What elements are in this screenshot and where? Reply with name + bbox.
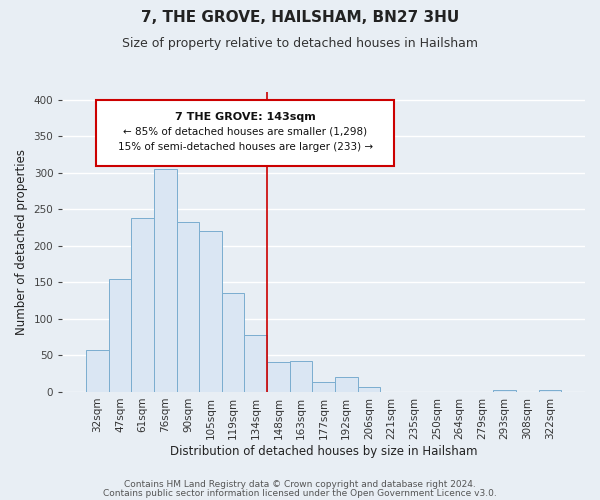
Bar (131, 218, 154, 392)
Bar (86, 350, 109, 392)
Bar (335, 378, 358, 392)
Text: 15% of semi-detached houses are larger (233) →: 15% of semi-detached houses are larger (… (118, 142, 373, 152)
Text: 7, THE GROVE, HAILSHAM, BN27 3HU: 7, THE GROVE, HAILSHAM, BN27 3HU (141, 10, 459, 25)
Text: ← 85% of detached houses are smaller (1,298): ← 85% of detached houses are smaller (1,… (123, 127, 367, 137)
Bar (290, 362, 313, 392)
Bar (539, 390, 561, 392)
Bar (176, 222, 199, 392)
Bar (199, 232, 222, 392)
Bar (244, 335, 267, 392)
Bar (358, 387, 380, 392)
X-axis label: Distribution of detached houses by size in Hailsham: Distribution of detached houses by size … (170, 444, 478, 458)
Text: Contains public sector information licensed under the Open Government Licence v3: Contains public sector information licen… (103, 488, 497, 498)
Bar (109, 278, 131, 392)
Bar (313, 382, 335, 392)
Text: Contains HM Land Registry data © Crown copyright and database right 2024.: Contains HM Land Registry data © Crown c… (124, 480, 476, 489)
FancyBboxPatch shape (97, 100, 394, 166)
Text: 7 THE GROVE: 143sqm: 7 THE GROVE: 143sqm (175, 112, 316, 122)
Text: Size of property relative to detached houses in Hailsham: Size of property relative to detached ho… (122, 38, 478, 51)
Bar (267, 362, 290, 392)
Bar (154, 169, 176, 392)
Bar (493, 390, 516, 392)
Y-axis label: Number of detached properties: Number of detached properties (15, 149, 28, 335)
Bar (222, 294, 244, 392)
